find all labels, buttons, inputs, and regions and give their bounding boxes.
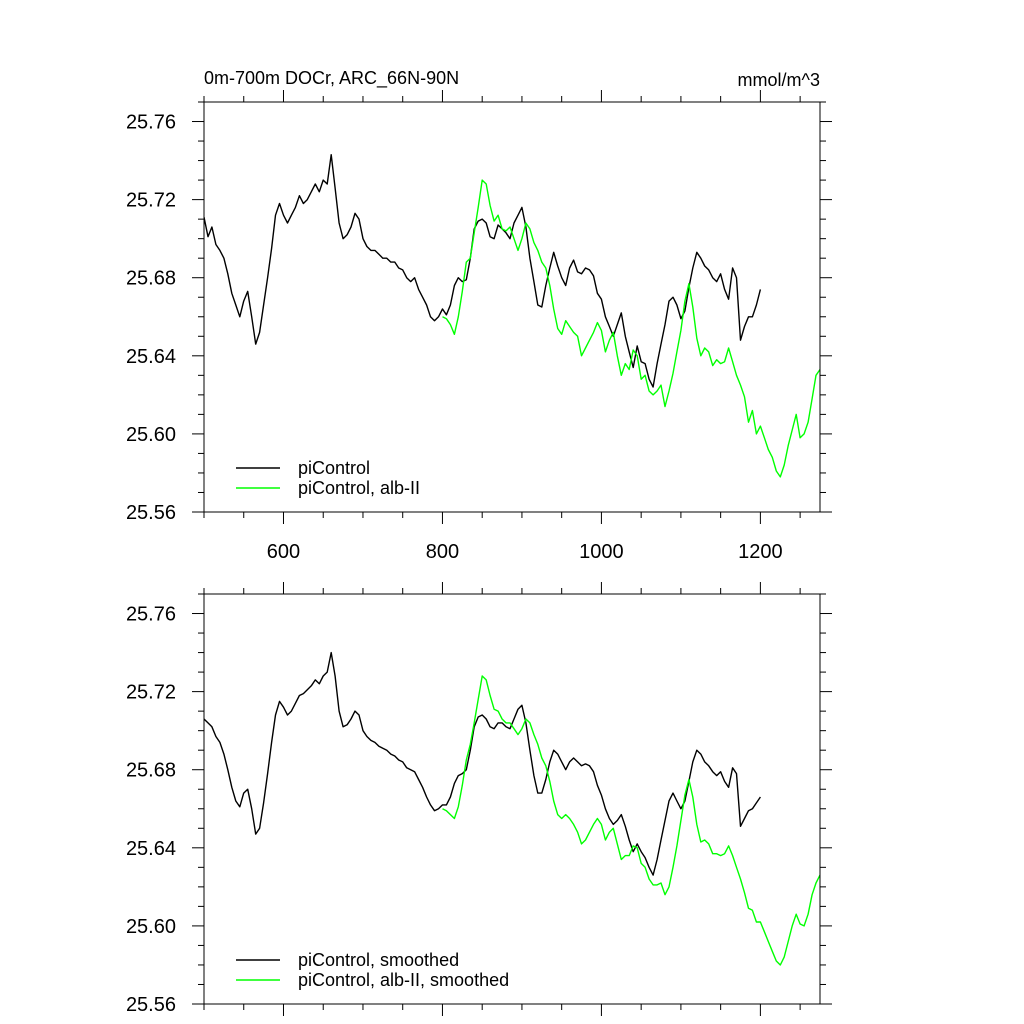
top-panel: 25.56 25.60 25.64 25.68 25.72 25.76 600 800 1000… [126, 90, 832, 563]
plot-frame [203, 101, 821, 513]
y-tick-label: 25.64 [126, 346, 176, 368]
legend-label: piControl [298, 458, 370, 478]
y-tick-label: 25.76 [126, 112, 176, 134]
legend-label: piControl, alb-II [298, 478, 420, 498]
y-tick-label: 25.68 [126, 760, 176, 782]
y-tick-label: 25.72 [126, 190, 176, 212]
series-line-picontrol-alb-ii [442, 179, 820, 478]
x-tick-label: 600 [267, 541, 300, 563]
y-tick-label: 25.60 [126, 424, 176, 446]
y-tick-label: 25.64 [126, 838, 176, 860]
series-line-picontrol-alb-ii [442, 675, 820, 966]
x-tick-label: 800 [426, 541, 459, 563]
series-line-picontrol [204, 651, 761, 876]
y-tick-label: 25.72 [126, 682, 176, 704]
x-tick-label: 1000 [579, 541, 624, 563]
legend-label: piControl, alb-II, smoothed [298, 970, 509, 990]
legend-label: piControl, smoothed [298, 950, 459, 970]
y-tick-label: 25.60 [126, 916, 176, 938]
bottom-panel: 25.56 25.60 25.64 25.68 25.72 25.76 piControl,… [126, 582, 832, 1016]
plot-title: 0m-700m DOCr, ARC_66N-90N [204, 68, 459, 89]
y-tick-label: 25.76 [126, 604, 176, 626]
y-tick-label: 25.68 [126, 268, 176, 290]
units-label: mmol/m^3 [738, 70, 820, 90]
y-tick-label: 25.56 [126, 502, 176, 524]
plot-frame [203, 593, 821, 1005]
y-tick-label: 25.56 [126, 994, 176, 1016]
series-line-picontrol [204, 153, 762, 388]
x-tick-label: 1200 [738, 541, 783, 563]
